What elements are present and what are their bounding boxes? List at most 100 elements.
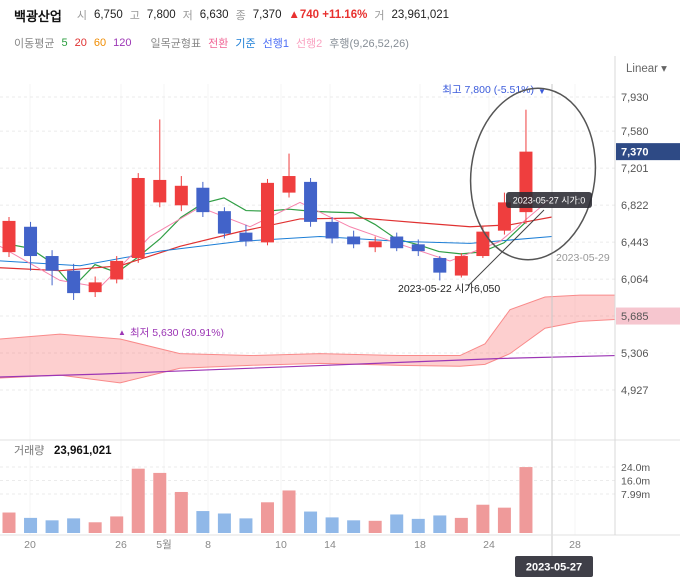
volume-bar [454, 517, 468, 533]
ichimoku-conversion-toggle[interactable]: 전환 [208, 38, 229, 50]
current-price-tag [616, 143, 680, 161]
x-axis-label: 8 [205, 539, 211, 551]
price-axis-label: 5,306 [621, 348, 649, 360]
volume-bar [476, 504, 490, 533]
ma-5-toggle[interactable]: 5 [61, 37, 68, 49]
ichimoku-lead1-toggle[interactable]: 선행1 [262, 38, 289, 50]
x-axis-label: 10 [275, 539, 287, 551]
volume-bar [45, 520, 59, 533]
ma-20-toggle[interactable]: 20 [74, 37, 87, 49]
volume-bar [411, 518, 425, 533]
candle-body [325, 221, 339, 239]
volume-bar [497, 507, 511, 533]
ichimoku-base-line [0, 236, 553, 267]
crosshair-date-tag [515, 556, 593, 577]
ichimoku-lead1-line [0, 294, 615, 357]
candle-body [239, 232, 253, 242]
x-axis-label: 28 [569, 539, 581, 551]
price-change: ▲740 +11.16% [288, 9, 368, 21]
volume-bar [196, 511, 210, 533]
price-axis-label: 7,580 [621, 126, 649, 138]
stock-header: 백광산업 시 6,750 고 7,800 저 6,630 종 7,370 ▲74… [0, 0, 680, 30]
ichimoku-cloud [0, 295, 615, 383]
high-value: 7,800 [146, 9, 176, 21]
volume-axis-label: 24.0m [621, 462, 650, 474]
volume-panel-value: 23,961,021 [54, 445, 112, 457]
volume-bar [24, 517, 38, 533]
ichimoku-group-label: 일목균형표 [150, 38, 202, 50]
close-value: 7,370 [252, 9, 282, 21]
candle-body [411, 244, 425, 252]
volume-bar [304, 511, 318, 533]
volume-axis-label: 16.0m [621, 476, 650, 488]
price-axis-label: 7,930 [621, 92, 649, 104]
candle-body [304, 181, 318, 222]
volume-bar [153, 472, 167, 533]
crosshair-date-text: 2023-05-27 [526, 562, 582, 574]
candle-body [497, 202, 511, 231]
low-marker-icon: ▲ [118, 328, 126, 337]
candle-body [217, 211, 231, 234]
ma120-line [0, 354, 616, 378]
x-axis-label: 24 [483, 539, 495, 551]
current-price-label: 7,370 [621, 147, 649, 159]
note-annotation: 2023-05-22 시가6,050 [398, 283, 500, 295]
indicator-toolbar: 이동평균 5 20 60 120 일목균형표 전환 기준 선행1 선행2 후행(… [0, 30, 680, 56]
candle-body [24, 226, 38, 257]
candle-body [347, 236, 361, 245]
ichimoku-base-toggle[interactable]: 기준 [235, 38, 256, 50]
volume-bar [67, 518, 81, 533]
volume-panel-label: 거래량 [14, 444, 44, 457]
price-axis-label: 5,685 [621, 311, 649, 323]
high-annotation: 최고 7,800 (-5.51%) [442, 84, 534, 96]
volume-bar [282, 490, 296, 533]
high-label: 고 [129, 10, 140, 22]
open-value: 6,750 [93, 9, 123, 21]
candle-body [67, 270, 81, 294]
candle-body [131, 177, 145, 258]
highlight-ellipse [469, 87, 597, 261]
candle-body [88, 282, 102, 293]
crosshair-tooltip-text: 2023-05-27 시가:0 [513, 196, 586, 206]
ma-group-label: 이동평균 [14, 38, 55, 50]
candle-body [260, 182, 274, 243]
candle-body [390, 236, 404, 249]
trade-volume-label: 거 [374, 10, 385, 22]
price-axis-label: 6,064 [621, 274, 649, 286]
volume-bar [347, 520, 361, 533]
volume-bar [2, 512, 16, 533]
candle-body [368, 241, 382, 248]
low-annotation: 최저 5,630 (30.91%) [130, 327, 224, 339]
scale-selector[interactable]: Linear ▾ [626, 63, 667, 75]
x-axis-label: 20 [24, 539, 36, 551]
volume-axis-label: 7.99m [621, 489, 650, 501]
price-axis-label: 7,201 [621, 163, 649, 175]
candle-body [2, 220, 16, 253]
candle-body [282, 176, 296, 193]
chart-svg[interactable]: 7,930 7,580 7,201 6,822 6,443 6,064 5,685 5,306… [0, 56, 680, 582]
trade-volume-value: 23,961,021 [391, 9, 450, 21]
highlighted-price-tag [616, 307, 680, 325]
volume-bar [260, 502, 274, 533]
volume-bar [519, 467, 533, 533]
ichimoku-lead2-toggle[interactable]: 선행2 [295, 38, 323, 50]
x-axis-label: 26 [115, 539, 127, 551]
ma-120-toggle[interactable]: 120 [113, 37, 132, 49]
price-axis-label: 4,927 [621, 385, 649, 397]
ichimoku-lead2-line [0, 318, 616, 384]
ichimoku-lagging-toggle[interactable]: 후행(9,26,52,26) [329, 38, 409, 50]
open-label: 시 [76, 10, 87, 22]
volume-bar [174, 491, 188, 533]
volume-bar [88, 522, 102, 533]
volume-bar [433, 515, 447, 533]
ma-60-toggle[interactable]: 60 [93, 37, 107, 49]
candle-body [476, 231, 490, 257]
candle-body [196, 187, 210, 213]
annotation-connector-line [467, 209, 545, 287]
volume-bar [390, 514, 404, 533]
candle-body [174, 185, 188, 206]
candle-body [433, 257, 447, 273]
price-axis-label: 6,822 [621, 200, 649, 212]
stock-name: 백광산업 [14, 8, 62, 24]
volume-bar [131, 468, 145, 533]
